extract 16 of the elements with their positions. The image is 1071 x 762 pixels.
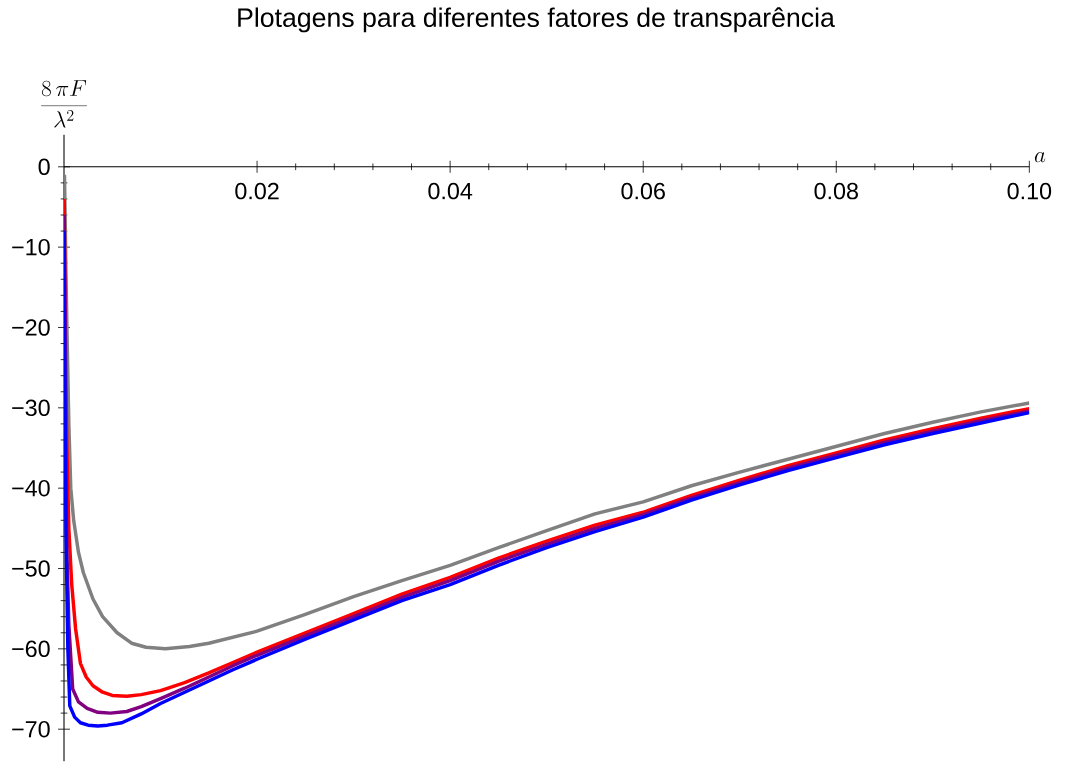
chart-title: Plotagens para diferentes fatores de transparência: [238, 7, 835, 33]
y-tick-label: −30: [12, 399, 50, 417]
y-tick-label: −20: [12, 319, 50, 336]
x-tick-label: 0.02: [235, 182, 279, 200]
x-tick-label: 0.08: [814, 182, 858, 200]
y-tick-label: −10: [12, 238, 50, 256]
x-axis-title: $a$: [1034, 151, 1046, 163]
y-tick-label: −40: [12, 479, 50, 497]
x-tick-label: 0.10: [1007, 182, 1052, 200]
y-tick-label: −70: [12, 720, 50, 738]
y-tick-label: −50: [12, 560, 50, 577]
y-axis-title: $\frac{8\,\pi F}{\lambda^{2}}$: [41, 80, 87, 128]
y-tick-label: −60: [12, 640, 50, 658]
x-tick-label: 0.06: [621, 182, 665, 200]
x-tick-label: 0.04: [428, 182, 473, 200]
y-tick-label: 0: [38, 158, 50, 176]
